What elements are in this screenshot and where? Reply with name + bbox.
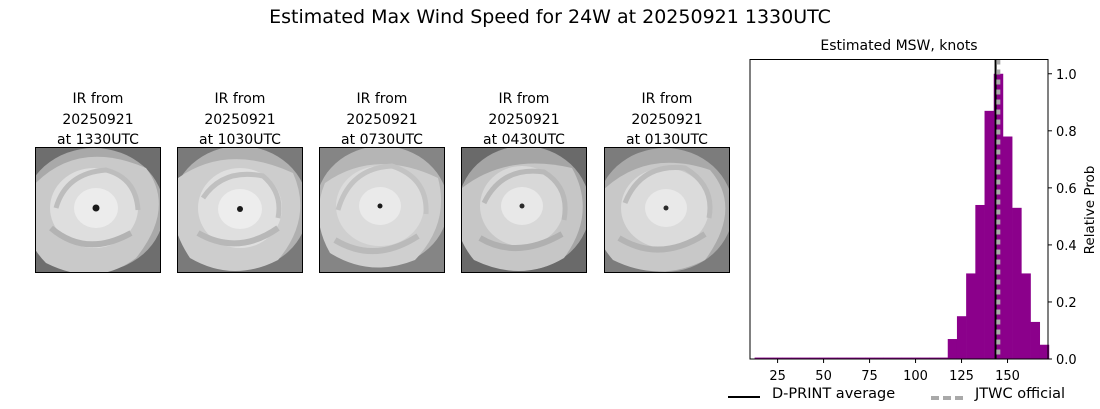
y-tick-label: 1.0 (1056, 68, 1077, 83)
ir-satellite-image (177, 147, 303, 273)
panel-caption: IR from 20250921 at 1330UTC (35, 89, 161, 148)
histogram-bar (975, 204, 985, 359)
histogram-title: Estimated MSW, knots (820, 38, 977, 54)
histogram-bar (910, 357, 921, 359)
x-tick-label: 150 (995, 369, 1020, 384)
caption-time: at 1330UTC (57, 132, 139, 148)
ir-panel-3: IR from 20250921 at 0730UTC (319, 89, 445, 273)
x-tick-label: 25 (769, 369, 786, 384)
histogram-bar (828, 357, 838, 359)
panel-caption: IR from 20250921 at 0730UTC (319, 89, 445, 148)
panel-caption: IR from 20250921 at 1030UTC (177, 89, 303, 148)
histogram-bar (846, 357, 857, 359)
caption-line: IR from (214, 91, 266, 107)
histogram-bar (1039, 344, 1050, 359)
caption-time: at 0730UTC (341, 132, 423, 148)
histogram-bar (837, 357, 847, 359)
histogram-bar (864, 357, 875, 359)
histogram-bar (754, 357, 765, 359)
ir-satellite-image (319, 147, 445, 273)
histogram-bar (984, 110, 995, 359)
legend-jtwc-label: JTWC official (975, 386, 1066, 402)
histogram-bar (800, 357, 811, 359)
caption-line: IR from (72, 91, 124, 107)
caption-time: at 0130UTC (626, 132, 708, 148)
histogram-bar (901, 357, 912, 359)
solid-line-swatch (728, 396, 760, 398)
panel-caption: IR from 20250921 at 0430UTC (461, 89, 587, 148)
ir-panel-5: IR from 20250921 at 0130UTC (604, 89, 730, 273)
y-tick-label: 0.6 (1056, 182, 1077, 197)
figure-title: Estimated Max Wind Speed for 24W at 2025… (269, 6, 831, 28)
x-tick-label: 50 (815, 369, 832, 384)
histogram-bar (855, 357, 866, 359)
histogram-bar (791, 357, 801, 359)
x-tick-label: 100 (903, 369, 928, 384)
histogram-bar (966, 273, 976, 359)
caption-line: IR from (356, 91, 408, 107)
plot-frame (749, 59, 1049, 360)
ir-panel-1: IR from 20250921 at 1330UTC (35, 89, 161, 273)
y-tick-label: 0.8 (1056, 125, 1077, 140)
histogram-bar (818, 357, 829, 359)
dashed-line-swatch (931, 396, 963, 400)
y-tick-label: 0.2 (1056, 296, 1077, 311)
legend-dprint-label: D-PRINT average (772, 386, 896, 402)
histogram-bar (993, 73, 1004, 359)
caption-date: 20250921 (62, 111, 134, 128)
caption-date: 20250921 (204, 111, 276, 128)
x-tick-label: 75 (861, 369, 878, 384)
histogram-bar (874, 357, 884, 359)
histogram-bar (1030, 321, 1041, 359)
histogram-bar (782, 357, 792, 359)
histogram-bar (938, 357, 949, 359)
ir-satellite-image (35, 147, 161, 273)
histogram-bar (920, 357, 930, 359)
x-tick-label: 125 (949, 369, 974, 384)
histogram-bar (809, 357, 820, 359)
histogram-bar (772, 357, 783, 359)
ir-panel-4: IR from 20250921 at 0430UTC (461, 89, 587, 273)
caption-line: IR from (498, 91, 550, 107)
histogram-bar (947, 339, 958, 359)
histogram-bar (883, 357, 893, 359)
caption-time: at 1030UTC (199, 132, 281, 148)
histogram-bar (892, 357, 903, 359)
histogram-bar (956, 316, 967, 359)
caption-date: 20250921 (488, 111, 560, 128)
caption-line: IR from (641, 91, 693, 107)
histogram-bar (1012, 207, 1022, 359)
panel-caption: IR from 20250921 at 0130UTC (604, 89, 730, 148)
ir-satellite-image (461, 147, 587, 273)
histogram-bar (1021, 273, 1031, 359)
y-tick-label: 0.0 (1056, 353, 1077, 368)
histogram-bar (1002, 136, 1013, 359)
caption-date: 20250921 (346, 111, 418, 128)
y-tick-label: 0.4 (1056, 239, 1077, 254)
caption-date: 20250921 (631, 111, 703, 128)
y-axis-label: Relative Prob (1082, 166, 1098, 255)
histogram-bar (763, 357, 774, 359)
ir-satellite-image (604, 147, 730, 273)
histogram-bar (929, 357, 939, 359)
ir-panel-2: IR from 20250921 at 1030UTC (177, 89, 303, 273)
caption-time: at 0430UTC (483, 132, 565, 148)
